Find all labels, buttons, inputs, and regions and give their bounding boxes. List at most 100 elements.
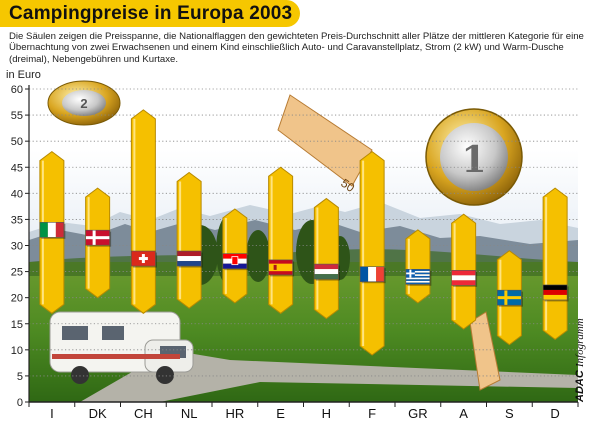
spain-flag [268,259,295,277]
flag-border [497,289,522,306]
flag-stripe [405,277,430,280]
flag-border [405,268,431,285]
x-tick-label: I [50,406,54,421]
flag-border [268,259,293,276]
greece-flag [405,268,432,286]
flag-stripe [405,272,430,275]
flag-border [176,250,202,267]
flag-stripe [543,289,568,295]
flag-emblem [273,264,277,270]
x-tick-label: H [322,406,331,421]
one-euro-coin-icon: 1 [425,108,523,206]
y-tick-label: 45 [11,162,23,174]
y-tick-label: 25 [11,267,23,279]
flag-stripe [314,264,339,270]
y-tick-label: 50 [11,136,23,148]
germany-flag [542,284,569,302]
flag-emblem [231,256,239,266]
netherlands-flag [176,250,203,268]
x-tick-label: A [459,406,468,421]
flag-stripe [268,263,293,272]
flag-stripe [376,266,385,282]
x-tick-label: F [368,406,376,421]
x-tick-label: CH [134,406,153,421]
price-range-bar [313,197,339,320]
flag-stripe [177,261,202,267]
two-euro-coin-icon: 2 [47,80,121,126]
flag-stripe [314,274,339,280]
y-axis: 0 5 10 15 20 25 30 35 40 45 50 55 60 in Euro [6,69,41,409]
flag-stripe [405,269,430,271]
flag-stripe [451,275,476,281]
x-tick-label: D [550,406,559,421]
flag-stripe [360,266,369,282]
austria-flag [451,270,478,287]
y-tick-label: 20 [11,293,23,305]
credit-text: Infogramm [574,318,586,368]
italy-flag [39,222,66,239]
flag-cross [85,236,110,240]
y-tick-label: 40 [11,188,23,200]
flag-stripe [405,282,430,285]
flag-stripe [47,222,56,238]
x-tick-label: NL [181,406,198,421]
hungary-flag [314,263,340,281]
price-range-bar [176,171,202,309]
denmark-flag [85,229,112,247]
flag-cross [497,296,522,300]
x-tick-label: S [505,406,514,421]
flag-stripe [222,263,247,269]
flag-border [131,250,156,267]
flag-border [39,222,65,238]
flag-stripe [451,280,476,286]
flag-stripe [451,270,476,276]
chart-subtitle: Die Säulen zeigen die Preisspanne, die N… [9,31,584,65]
average-flags [39,222,569,307]
gridlines [29,88,578,403]
flag-stripe [543,294,568,300]
flag-cross [138,257,148,261]
x-axis: I DK CH NL HR E H F GR A S D [28,401,579,421]
price-range-bar [359,150,385,356]
x-tick-label: GR [408,406,428,421]
flag-border [222,253,248,269]
y-axis-label: in Euro [6,69,41,81]
y-tick-label: 5 [17,371,23,383]
flag-stripe [222,253,247,259]
price-range-bar [268,166,294,314]
croatia-flag [222,253,249,271]
france-flag [359,266,386,284]
credit-brand: ADAC [574,370,586,402]
x-tick-label: DK [89,406,107,421]
flag-stripe [405,280,430,283]
flag-stripe [543,284,568,290]
flag-border [451,270,476,286]
y-tick-label: 30 [11,241,23,253]
chart-title: Campingpreise in Europa 2003 [9,3,293,24]
x-tick-label: HR [225,406,244,421]
flag-stripe [405,274,430,276]
range-bars [39,109,568,356]
flag-cross [405,272,415,275]
y-tick-label: 55 [11,110,23,122]
price-range-bar [542,187,568,341]
flag-stripe [405,279,430,281]
svg-text:1: 1 [461,139,486,181]
flag-stripe [405,275,430,278]
sweden-flag [497,289,523,307]
flag-border [359,266,385,282]
flag-stripe [177,251,202,257]
camper-van-icon [49,311,194,384]
svg-text:2: 2 [80,96,87,111]
x-tick-label: E [276,406,285,421]
y-tick-label: 0 [17,397,23,409]
flag-border [542,284,568,301]
title-bar: Campingpreise in Europa 2003 [0,0,300,27]
flag-stripe [368,266,377,282]
flag-stripe [405,270,430,273]
y-tick-label: 60 [11,84,23,96]
flag-border [85,229,110,246]
flag-stripe [177,256,202,262]
flag-stripe [55,222,64,238]
